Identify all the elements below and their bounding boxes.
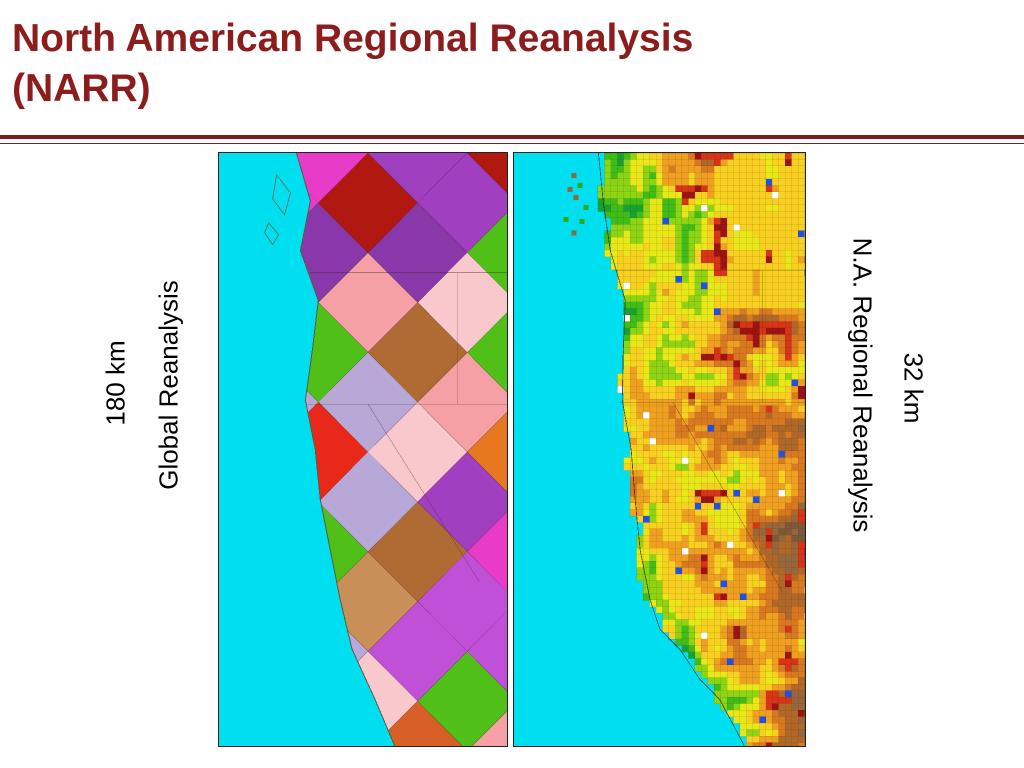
left-map-resolution-label: 180 km [100, 340, 131, 426]
right-map-resolution-label: 32 km [898, 352, 929, 424]
right-map-name-label: N.A. Regional Reanalysis [847, 237, 878, 533]
regional-reanalysis-map [513, 152, 806, 747]
global-reanalysis-map [218, 152, 508, 747]
slide-title-line2: (NARR) [12, 66, 151, 110]
map-image [514, 153, 805, 746]
slide-title: North American Regional Reanalysis (NARR… [12, 14, 693, 114]
title-divider-rule [0, 135, 1024, 144]
left-map-name-label: Global Reanalysis [153, 280, 184, 490]
map-image [219, 153, 507, 746]
slide-title-line1: North American Regional Reanalysis [12, 17, 694, 60]
